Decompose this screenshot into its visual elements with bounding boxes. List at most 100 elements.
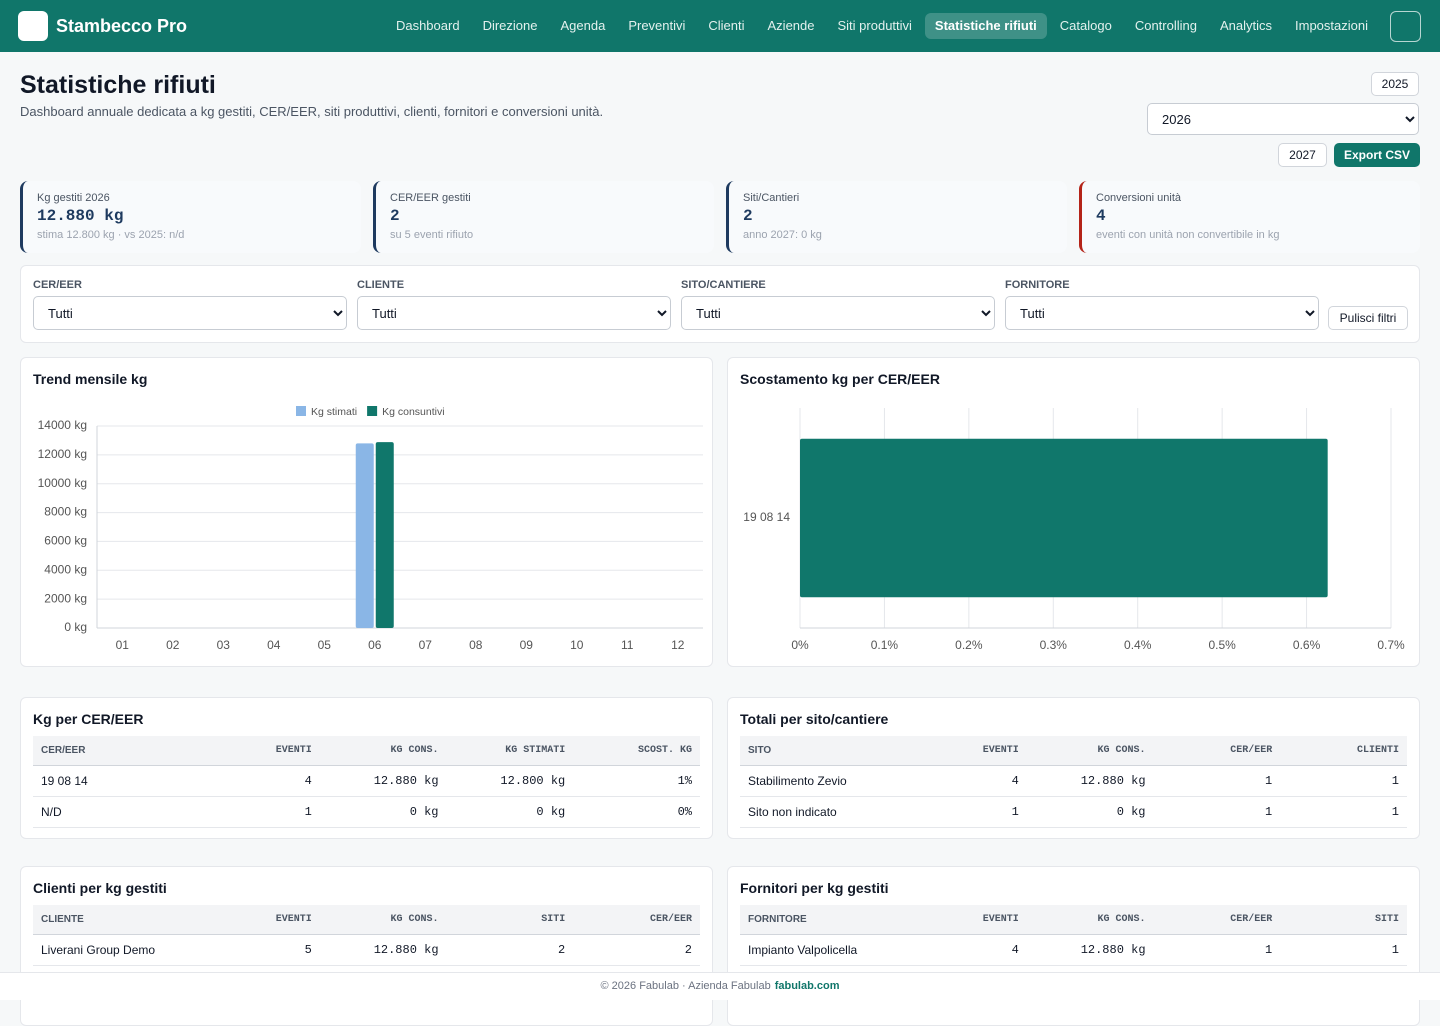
alert-button[interactable] (1390, 11, 1421, 42)
table-cell: 0 kg (446, 796, 574, 828)
header-row: FORNITORE EVENTI KG CONS. CER/EER SITI (740, 905, 1407, 935)
year-button[interactable]: 2025 (1371, 72, 1419, 96)
table-cell: N/D (33, 796, 194, 828)
table-cell: 2 (573, 934, 700, 966)
year-select[interactable]: 2026 (1147, 103, 1419, 135)
nav-item[interactable]: Controlling (1134, 18, 1197, 33)
nav-menu: Dashboard Direzione Agenda Preventivi Client… (386, 13, 1378, 39)
page-title: Statistiche rifiuti (20, 71, 216, 99)
column-header: EVENTI (193, 905, 320, 935)
table-body: Liverani Group Demo 5 12.880 kg 2 2 (33, 934, 700, 966)
table-title: Fornitori per kg gestiti (740, 880, 889, 896)
header-row: SITO EVENTI KG CONS. CER/EER CLIENTI (740, 736, 1407, 766)
x-tick-label: 09 (520, 638, 534, 652)
table-cell: 1 (1280, 796, 1407, 828)
kpi-note: anno 2027: 0 kg (743, 229, 822, 241)
table-row: Impianto Valpolicella 4 12.880 kg 1 1 (740, 934, 1407, 966)
table-row: 19 08 14 4 12.880 kg 12.800 kg 1% (33, 765, 700, 797)
nav-item[interactable]: Aziende (767, 18, 815, 33)
x-tick-label: 0.1% (871, 638, 899, 652)
nav-item[interactable]: Analytics (1219, 18, 1273, 33)
table-cell: 1 (1153, 934, 1281, 966)
column-header: SITO (740, 736, 901, 766)
kpi-value: 4 (1096, 207, 1106, 225)
nav-item[interactable]: Clienti (708, 18, 745, 33)
footer-text: © 2026 Fabulab · Azienda Fabulab (600, 980, 771, 992)
chart: 0% 0.1% 0.2% 0.3% 0.4% 0.5% 0.6% 0.7% 19 08 14 (743, 408, 1405, 652)
bar (355, 443, 374, 628)
footer: © 2026 Fabulab · Azienda Fabulab fabulab.… (0, 972, 1440, 1000)
kpi-card: CER/EER gestiti 2 su 5 eventi rifiuto (373, 181, 714, 253)
logo[interactable] (18, 11, 48, 41)
navbar: Stambecco Pro Dashboard Direzione Agenda Pr… (0, 0, 1440, 52)
kpi-card: Kg gestiti 2026 12.880 kg stima 12.800 kg … (20, 181, 361, 253)
brand[interactable]: Stambecco Pro (56, 16, 188, 36)
column-header: EVENTI (900, 736, 1027, 766)
filter-select[interactable]: Tutti (357, 296, 671, 330)
x-tick-label: 11 (621, 638, 634, 652)
export-button[interactable]: Export CSV (1334, 143, 1420, 167)
column-header: CLIENTI (1280, 736, 1407, 766)
header-row: CER/EER EVENTI KG CONS. KG STIMATI SCOST. KG (33, 736, 700, 766)
filter-select[interactable]: Tutti (681, 296, 995, 330)
x-tick-label: 01 (116, 638, 130, 652)
table-cell: 1 (193, 796, 320, 828)
table-title: Totali per sito/cantiere (740, 711, 889, 727)
x-tick-label: 0% (791, 638, 809, 652)
y-tick-label: 12000 kg (38, 447, 87, 461)
x-tick-label: 0.4% (1124, 638, 1152, 652)
column-header: SITI (446, 905, 574, 935)
kpi-card: Conversioni unità 4 eventi con unità non c… (1079, 181, 1420, 253)
data-table: FORNITORE EVENTI KG CONS. CER/EER SITI Impian… (740, 905, 1407, 966)
year-button[interactable]: 2027 (1278, 143, 1327, 167)
column-header: KG STIMATI (446, 736, 574, 766)
column-header: CER/EER (1153, 905, 1281, 935)
nav-item[interactable]: Direzione (482, 18, 538, 33)
nav-item[interactable]: Impostazioni (1295, 18, 1368, 33)
column-header: KG CONS. (319, 736, 447, 766)
x-tick-label: 0.5% (1208, 638, 1236, 652)
table-cell: 1 (1153, 796, 1281, 828)
filter-label: FORNITORE (1005, 279, 1070, 291)
table-cell: 5 (193, 934, 320, 966)
table-cell: 1 (1153, 765, 1281, 797)
column-header: CER/EER (1153, 736, 1281, 766)
column-header: SITI (1280, 905, 1407, 935)
x-tick-label: 10 (570, 638, 584, 652)
x-tick-label: 0.6% (1293, 638, 1321, 652)
bar (375, 442, 394, 628)
nav-item[interactable]: Catalogo (1059, 18, 1112, 33)
kpi-card: Siti/Cantieri 2 anno 2027: 0 kg (726, 181, 1067, 253)
nav-item[interactable]: Agenda (560, 18, 606, 33)
x-tick-label: 12 (671, 638, 685, 652)
chart-card: 0% 0.1% 0.2% 0.3% 0.4% 0.5% 0.6% 0.7% 19 08 14 Sc… (727, 357, 1420, 667)
header-row: CLIENTE EVENTI KG CONS. SITI CER/EER (33, 905, 700, 935)
filter-label: CLIENTE (357, 279, 405, 291)
x-tick-label: 04 (267, 638, 281, 652)
footer-link[interactable]: fabulab.com (774, 980, 840, 992)
table-cell: Sito non indicato (740, 796, 901, 828)
nav-item[interactable]: Siti produttivi (837, 18, 912, 33)
column-header: CER/EER (33, 736, 194, 766)
table-card: Totali per sito/cantiere SITO EVENTI KG CON… (727, 697, 1420, 839)
kpi-label: Conversioni unità (1096, 192, 1181, 204)
kpi-note: stima 12.800 kg · vs 2025: n/d (37, 229, 185, 241)
x-tick-label: 05 (318, 638, 332, 652)
table-cell: 2 (446, 934, 574, 966)
table-head: CLIENTE EVENTI KG CONS. SITI CER/EER (33, 905, 700, 935)
y-tick-label: 4000 kg (44, 562, 87, 576)
nav-item[interactable]: Dashboard (395, 18, 460, 33)
table-cell: 0 kg (1026, 796, 1154, 828)
nav-item[interactable]: Statistiche rifiuti (924, 13, 1047, 39)
filter-select[interactable]: Tutti (33, 296, 347, 330)
filter-select[interactable]: Tutti (1005, 296, 1319, 330)
clear-filters-button[interactable]: Pulisci filtri (1328, 306, 1408, 330)
nav-item[interactable]: Preventivi (628, 18, 686, 33)
table-card: Fornitori per kg gestiti FORNITORE EVENTI K… (727, 866, 1420, 1026)
kpi-value: 2 (743, 207, 753, 225)
legend-swatch (367, 406, 378, 416)
table-card: Clienti per kg gestiti CLIENTE EVENTI KG CO… (20, 866, 713, 1026)
kpi-value: 2 (390, 207, 400, 225)
table-cell: Stabilimento Zevio (740, 765, 901, 797)
